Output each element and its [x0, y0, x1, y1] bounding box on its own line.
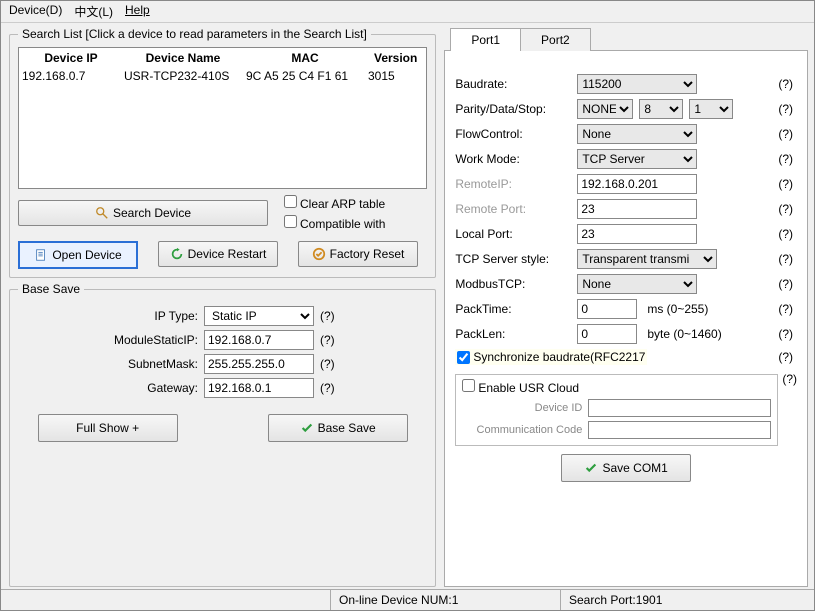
ip-type-label: IP Type:	[98, 309, 198, 323]
base-save-legend: Base Save	[18, 282, 84, 296]
help-ip-type[interactable]: (?)	[320, 309, 335, 323]
help-cloud[interactable]: (?)	[782, 372, 797, 386]
status-bar: On-line Device NUM:1 Search Port:1901	[1, 589, 814, 610]
save-com-button[interactable]: Save COM1	[561, 454, 691, 482]
col-mac[interactable]: MAC	[245, 50, 365, 66]
search-list-group: Search List [Click a device to read para…	[9, 27, 436, 278]
device-restart-button[interactable]: Device Restart	[158, 241, 278, 267]
col-device-name[interactable]: Device Name	[123, 50, 243, 66]
tab-port1[interactable]: Port1	[450, 28, 521, 51]
flowcontrol-label: FlowControl:	[455, 127, 571, 141]
remoteip-label: RemoteIP:	[455, 177, 571, 191]
usr-cloud-group: Enable USR Cloud Device ID Communication…	[455, 374, 778, 446]
menu-device[interactable]: Device(D)	[9, 3, 62, 20]
gateway-input[interactable]	[204, 378, 314, 398]
port1-panel: Baudrate: 115200 (?) Parity/Data/Stop: N…	[444, 50, 808, 587]
packlen-input[interactable]	[577, 324, 637, 344]
comm-code-label: Communication Code	[462, 424, 582, 436]
parity-select[interactable]: NONE	[577, 99, 633, 119]
search-list-legend: Search List [Click a device to read para…	[18, 27, 371, 41]
help-static-ip[interactable]: (?)	[320, 333, 335, 347]
help-localport[interactable]: (?)	[778, 227, 797, 241]
subnet-mask-label: SubnetMask:	[98, 357, 198, 371]
serverstyle-label: TCP Server style:	[455, 252, 571, 266]
open-device-button[interactable]: Open Device	[18, 241, 138, 269]
restart-icon	[170, 247, 184, 261]
packlen-unit: byte (0~1460)	[647, 327, 721, 341]
baudrate-label: Baudrate:	[455, 77, 571, 91]
menu-help[interactable]: Help	[125, 3, 150, 20]
databits-select[interactable]: 8	[639, 99, 683, 119]
static-ip-label: ModuleStaticIP:	[98, 333, 198, 347]
col-version[interactable]: Version	[367, 50, 424, 66]
subnet-mask-input[interactable]	[204, 354, 314, 374]
factory-reset-button[interactable]: Factory Reset	[298, 241, 418, 267]
col-device-ip[interactable]: Device IP	[21, 50, 121, 66]
help-syncbaud[interactable]: (?)	[778, 350, 797, 364]
stopbits-select[interactable]: 1	[689, 99, 733, 119]
workmode-label: Work Mode:	[455, 152, 571, 166]
help-packlen[interactable]: (?)	[778, 327, 797, 341]
search-icon	[95, 206, 109, 220]
help-subnet-mask[interactable]: (?)	[320, 357, 335, 371]
base-save-button[interactable]: Base Save	[268, 414, 408, 442]
table-row[interactable]: 192.168.0.7 USR-TCP232-410S 9C A5 25 C4 …	[21, 68, 424, 84]
packtime-input[interactable]	[577, 299, 637, 319]
compatible-checkbox[interactable]: Compatible with	[284, 215, 385, 231]
status-device-num: On-line Device NUM:1	[331, 590, 561, 610]
workmode-select[interactable]: TCP Server	[577, 149, 697, 169]
factory-reset-icon	[312, 247, 326, 261]
check-icon	[584, 461, 598, 475]
gateway-label: Gateway:	[98, 381, 198, 395]
menu-lang[interactable]: 中文(L)	[74, 3, 113, 20]
device-id-input[interactable]	[588, 399, 771, 417]
help-remoteport[interactable]: (?)	[778, 202, 797, 216]
search-device-button[interactable]: Search Device	[18, 200, 268, 226]
baudrate-select[interactable]: 115200	[577, 74, 697, 94]
comm-code-input[interactable]	[588, 421, 771, 439]
packtime-unit: ms (0~255)	[647, 302, 708, 316]
device-id-label: Device ID	[462, 402, 582, 414]
sync-baud-checkbox[interactable]: Synchronize baudrate(RFC2217	[455, 349, 647, 365]
ip-type-select[interactable]: Static IP	[204, 306, 314, 326]
help-serverstyle[interactable]: (?)	[778, 252, 797, 266]
remoteip-input[interactable]	[577, 174, 697, 194]
serverstyle-select[interactable]: Transparent transmi	[577, 249, 717, 269]
base-save-group: Base Save IP Type: Static IP (?) ModuleS…	[9, 282, 436, 587]
full-show-button[interactable]: Full Show +	[38, 414, 178, 442]
help-baudrate[interactable]: (?)	[778, 77, 797, 91]
status-search-port: Search Port:1901	[561, 590, 814, 610]
document-icon	[34, 248, 48, 262]
check-icon	[300, 421, 314, 435]
help-packtime[interactable]: (?)	[778, 302, 797, 316]
device-table[interactable]: Device IP Device Name MAC Version 192.16…	[18, 47, 427, 189]
packtime-label: PackTime:	[455, 302, 571, 316]
modbustcp-select[interactable]: None	[577, 274, 697, 294]
help-remoteip[interactable]: (?)	[778, 177, 797, 191]
help-gateway[interactable]: (?)	[320, 381, 335, 395]
enable-cloud-checkbox[interactable]: Enable USR Cloud	[462, 379, 579, 395]
remoteport-input[interactable]	[577, 199, 697, 219]
modbustcp-label: ModbusTCP:	[455, 277, 571, 291]
tab-port2[interactable]: Port2	[520, 28, 591, 51]
static-ip-input[interactable]	[204, 330, 314, 350]
packlen-label: PackLen:	[455, 327, 571, 341]
parity-label: Parity/Data/Stop:	[455, 102, 571, 116]
help-parity[interactable]: (?)	[778, 102, 797, 116]
help-workmode[interactable]: (?)	[778, 152, 797, 166]
localport-label: Local Port:	[455, 227, 571, 241]
clear-arp-checkbox[interactable]: Clear ARP table	[284, 195, 385, 211]
help-modbustcp[interactable]: (?)	[778, 277, 797, 291]
flowcontrol-select[interactable]: None	[577, 124, 697, 144]
help-flowcontrol[interactable]: (?)	[778, 127, 797, 141]
remoteport-label: Remote Port:	[455, 202, 571, 216]
localport-input[interactable]	[577, 224, 697, 244]
